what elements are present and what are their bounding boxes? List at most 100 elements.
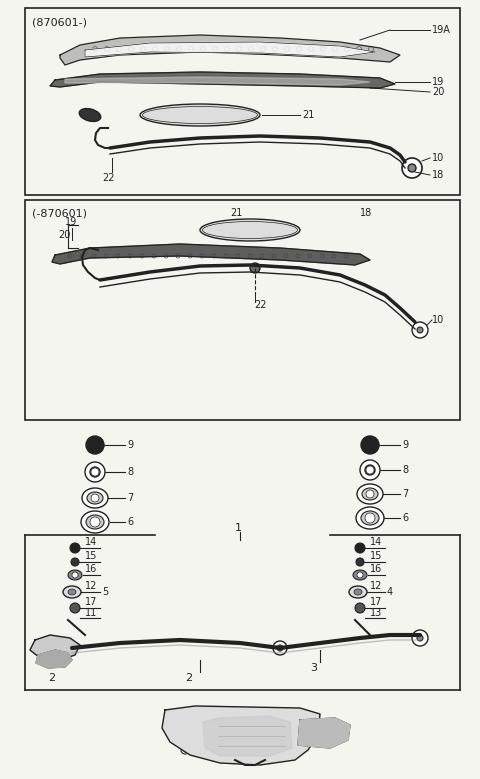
Text: 4: 4 bbox=[387, 587, 393, 597]
Ellipse shape bbox=[63, 586, 81, 598]
Circle shape bbox=[196, 736, 204, 744]
Ellipse shape bbox=[85, 462, 105, 482]
Ellipse shape bbox=[68, 570, 82, 580]
Bar bbox=[25, 200, 460, 420]
Text: 16: 16 bbox=[370, 564, 382, 574]
Text: 2: 2 bbox=[48, 673, 55, 683]
Circle shape bbox=[250, 263, 260, 273]
Polygon shape bbox=[298, 718, 350, 748]
Text: 1: 1 bbox=[235, 523, 242, 533]
Text: (-870601): (-870601) bbox=[32, 208, 87, 218]
Text: 18: 18 bbox=[360, 208, 372, 218]
Circle shape bbox=[70, 603, 80, 613]
Circle shape bbox=[198, 738, 202, 742]
Circle shape bbox=[417, 635, 423, 641]
Ellipse shape bbox=[140, 104, 260, 126]
Text: 20: 20 bbox=[58, 230, 71, 240]
Circle shape bbox=[70, 543, 80, 553]
Text: 10: 10 bbox=[432, 315, 444, 325]
Circle shape bbox=[273, 718, 277, 722]
Circle shape bbox=[273, 641, 287, 655]
Text: 7: 7 bbox=[127, 493, 133, 503]
Bar bbox=[25, 8, 460, 195]
Polygon shape bbox=[52, 244, 370, 265]
Polygon shape bbox=[50, 72, 395, 88]
Circle shape bbox=[355, 543, 365, 553]
Text: 8: 8 bbox=[127, 467, 133, 477]
Text: 19A: 19A bbox=[432, 25, 451, 35]
Text: 21: 21 bbox=[230, 208, 242, 218]
Text: 12: 12 bbox=[85, 581, 97, 591]
Ellipse shape bbox=[361, 511, 379, 525]
Circle shape bbox=[366, 466, 374, 474]
Circle shape bbox=[412, 322, 428, 338]
Circle shape bbox=[273, 753, 277, 757]
Text: 11: 11 bbox=[85, 608, 97, 618]
Text: 19: 19 bbox=[65, 217, 77, 227]
Text: 5: 5 bbox=[102, 587, 108, 597]
Circle shape bbox=[91, 494, 99, 502]
Ellipse shape bbox=[365, 465, 375, 475]
Text: 2: 2 bbox=[185, 673, 192, 683]
Text: 9: 9 bbox=[127, 440, 133, 450]
Text: 19: 19 bbox=[432, 77, 444, 87]
Text: 7: 7 bbox=[402, 489, 408, 499]
Text: 15: 15 bbox=[85, 551, 97, 561]
Text: 15: 15 bbox=[370, 551, 383, 561]
Ellipse shape bbox=[357, 484, 383, 504]
Ellipse shape bbox=[90, 467, 100, 477]
Text: 17: 17 bbox=[85, 597, 97, 607]
Ellipse shape bbox=[349, 586, 367, 598]
Ellipse shape bbox=[353, 570, 367, 580]
Circle shape bbox=[402, 158, 422, 178]
Text: 6: 6 bbox=[402, 513, 408, 523]
Text: 8: 8 bbox=[402, 465, 408, 475]
Circle shape bbox=[183, 718, 187, 722]
Circle shape bbox=[277, 645, 283, 651]
Circle shape bbox=[408, 164, 416, 172]
Circle shape bbox=[72, 572, 78, 578]
Circle shape bbox=[417, 327, 423, 333]
Circle shape bbox=[71, 558, 79, 566]
Text: 3: 3 bbox=[310, 663, 317, 673]
Text: 18: 18 bbox=[432, 170, 444, 180]
Ellipse shape bbox=[356, 507, 384, 529]
Ellipse shape bbox=[82, 488, 108, 508]
Circle shape bbox=[181, 746, 189, 754]
Ellipse shape bbox=[354, 589, 362, 595]
Circle shape bbox=[271, 751, 279, 759]
Text: 16: 16 bbox=[85, 564, 97, 574]
Text: 10: 10 bbox=[432, 153, 444, 163]
Text: 13: 13 bbox=[370, 608, 382, 618]
Polygon shape bbox=[65, 77, 370, 85]
Text: 20: 20 bbox=[432, 87, 444, 97]
Text: 17: 17 bbox=[370, 597, 383, 607]
Text: 6: 6 bbox=[127, 517, 133, 527]
Circle shape bbox=[91, 468, 99, 476]
Text: (870601-): (870601-) bbox=[32, 17, 87, 27]
Circle shape bbox=[355, 603, 365, 613]
Ellipse shape bbox=[200, 219, 300, 241]
Text: 9: 9 bbox=[402, 440, 408, 450]
Text: 21: 21 bbox=[302, 110, 314, 120]
Polygon shape bbox=[30, 635, 80, 660]
Circle shape bbox=[357, 572, 363, 578]
Circle shape bbox=[183, 748, 187, 752]
Text: 22: 22 bbox=[254, 300, 266, 310]
Ellipse shape bbox=[79, 108, 101, 122]
Circle shape bbox=[361, 436, 379, 454]
Ellipse shape bbox=[87, 492, 103, 504]
Circle shape bbox=[366, 490, 374, 498]
Circle shape bbox=[90, 517, 100, 527]
Circle shape bbox=[365, 513, 375, 523]
Ellipse shape bbox=[360, 460, 380, 480]
Text: 22: 22 bbox=[102, 173, 115, 183]
Ellipse shape bbox=[362, 488, 378, 500]
Ellipse shape bbox=[68, 589, 76, 595]
Text: 12: 12 bbox=[370, 581, 383, 591]
Ellipse shape bbox=[86, 515, 104, 529]
Polygon shape bbox=[36, 650, 72, 668]
Circle shape bbox=[86, 436, 104, 454]
Polygon shape bbox=[85, 42, 375, 57]
Circle shape bbox=[271, 716, 279, 724]
